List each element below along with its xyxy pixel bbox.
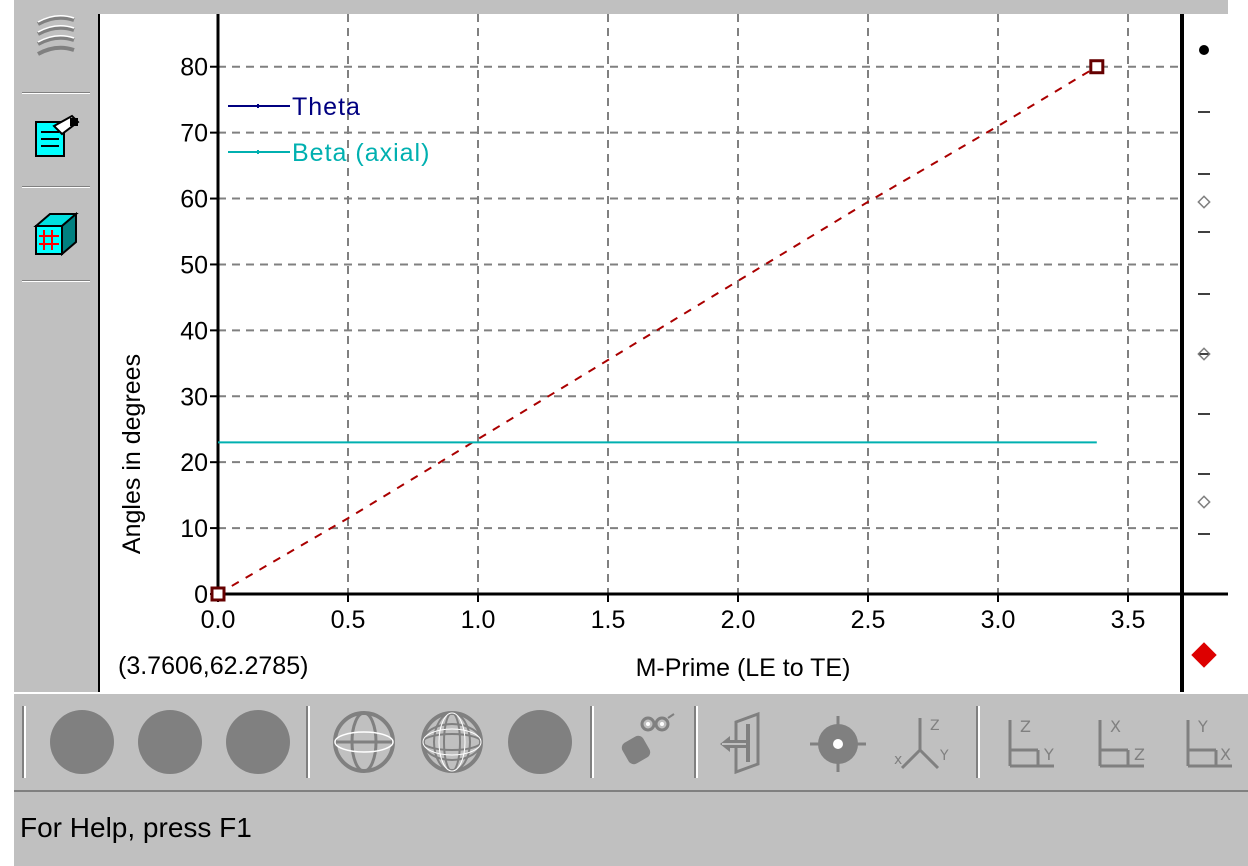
- x-tick-label: 3.5: [1111, 606, 1146, 634]
- grid-plane-icon[interactable]: [32, 208, 80, 257]
- plot-panel: [98, 14, 1228, 692]
- filled-circle-icon[interactable]: [138, 710, 202, 774]
- toolbar-separator: [976, 706, 980, 778]
- axes-zy-icon[interactable]: Z Y: [998, 710, 1062, 774]
- y-axis-label: Angles in degrees: [118, 354, 146, 554]
- axes: [216, 14, 1228, 692]
- toolbar-separator: [22, 92, 90, 94]
- y-tick-label: 0: [194, 581, 208, 609]
- data-point-marker: [210, 586, 226, 602]
- data-point-marker: [1089, 59, 1105, 75]
- window-top-border: [98, 0, 1248, 14]
- camera-icon[interactable]: [614, 710, 678, 774]
- left-toolbar: [14, 0, 100, 692]
- right-scale-marker: [1191, 642, 1217, 668]
- blade-rows-icon[interactable]: [32, 10, 80, 58]
- solid-sphere-icon[interactable]: [508, 710, 572, 774]
- grid: [218, 14, 1180, 594]
- x-axis-ticks: 0.0 0.5 1.0 1.5 2.0 2.5 3.0 3.5: [201, 594, 1146, 634]
- legend-label: Theta: [292, 93, 361, 121]
- right-scale: [1191, 45, 1217, 668]
- toolbar-separator: [590, 706, 594, 778]
- y-tick-label: 10: [180, 515, 208, 543]
- svg-text:X: X: [1110, 717, 1121, 736]
- target-icon[interactable]: [806, 710, 870, 774]
- x-tick-label: 1.5: [591, 606, 626, 634]
- axes-xz-icon[interactable]: X Z: [1088, 710, 1152, 774]
- filled-circle-icon[interactable]: [50, 710, 114, 774]
- svg-text:Z: Z: [930, 718, 940, 734]
- mesh-sphere-icon[interactable]: [420, 710, 484, 774]
- axes-yx-icon[interactable]: Y X: [1176, 710, 1240, 774]
- y-tick-label: 20: [180, 449, 208, 477]
- svg-text:Z: Z: [1020, 717, 1031, 736]
- toolbar-separator: [22, 706, 26, 778]
- y-tick-label: 40: [180, 317, 208, 345]
- view-back-icon[interactable]: [716, 710, 780, 775]
- y-tick-label: 80: [180, 54, 208, 82]
- status-help-text: For Help, press F1: [20, 812, 252, 843]
- right-scale-diamond: [1197, 495, 1211, 509]
- x-tick-label: 3.0: [981, 606, 1016, 634]
- svg-text:Y: Y: [1197, 717, 1208, 736]
- view-toolbar: x Z Y Z Y: [14, 692, 1248, 790]
- x-axis-label: M-Prime (LE to TE): [636, 654, 851, 682]
- filled-circle-icon[interactable]: [226, 710, 290, 774]
- coordinate-readout: (3.7606,62.2785): [118, 652, 309, 680]
- legend-label: Beta (axial): [292, 139, 430, 167]
- y-axis-ticks: 0 10 20 30 40 50 60 70 80: [180, 54, 218, 609]
- window-right-edge: [1228, 0, 1248, 700]
- x-tick-label: 0.5: [331, 606, 366, 634]
- wireframe-sphere-icon[interactable]: [332, 710, 396, 774]
- svg-text:X: X: [1220, 745, 1231, 764]
- svg-text:x: x: [894, 752, 902, 768]
- y-tick-label: 30: [180, 383, 208, 411]
- legend: Theta Beta (axial): [228, 93, 430, 167]
- x-tick-label: 1.0: [461, 606, 496, 634]
- toolbar-separator: [22, 280, 90, 282]
- y-tick-label: 70: [180, 120, 208, 148]
- axes-xyz-icon[interactable]: x Z Y: [890, 710, 954, 774]
- svg-text:Y: Y: [939, 748, 949, 764]
- right-scale-diamond: [1197, 195, 1211, 209]
- status-bar: For Help, press F1: [14, 790, 1248, 866]
- toolbar-separator: [22, 186, 90, 188]
- series-line-theta: [217, 65, 1098, 595]
- toolbar-separator: [694, 706, 698, 778]
- chart[interactable]: 0.0 0.5 1.0 1.5 2.0 2.5 3.0 3.5 0 10 20 30 40 50 60 70…: [98, 14, 1228, 692]
- properties-icon[interactable]: [32, 112, 80, 160]
- x-tick-label: 2.5: [851, 606, 886, 634]
- series: [210, 59, 1105, 602]
- right-scale-dot: [1199, 45, 1209, 55]
- right-scale-diamond: [1197, 347, 1211, 361]
- svg-text:Z: Z: [1134, 745, 1145, 764]
- svg-text:Y: Y: [1043, 745, 1054, 764]
- y-tick-label: 60: [180, 186, 208, 214]
- toolbar-separator: [306, 706, 310, 778]
- x-tick-label: 2.0: [721, 606, 756, 634]
- x-tick-label: 0.0: [201, 606, 236, 634]
- y-tick-label: 50: [180, 251, 208, 279]
